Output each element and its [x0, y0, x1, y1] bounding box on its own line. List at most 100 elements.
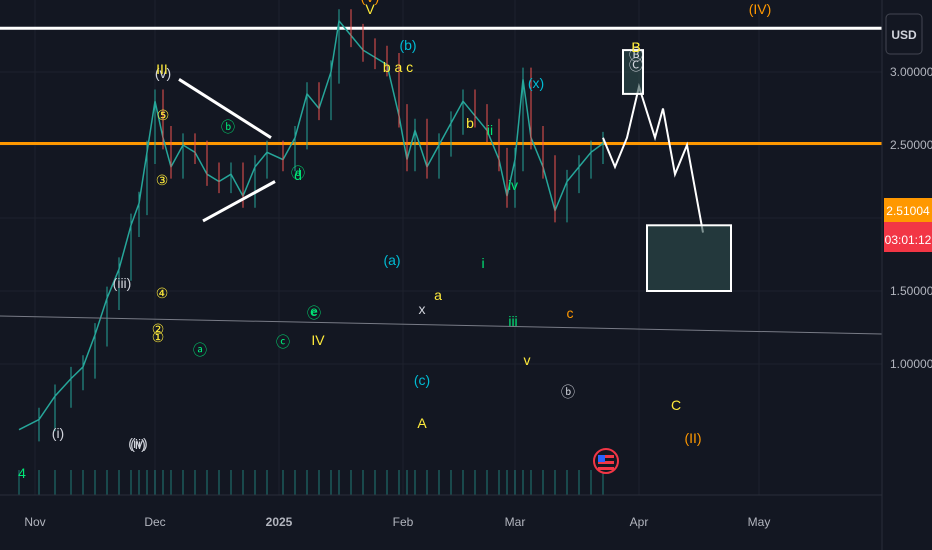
volume-bar	[590, 470, 592, 495]
x-tick-label: Dec	[144, 515, 165, 529]
wave-label: b a c	[383, 59, 413, 75]
x-tick-label: Apr	[630, 515, 649, 529]
volume-bar	[94, 470, 96, 495]
countdown-timer: 03:01:12	[885, 233, 932, 247]
wave-label: ii	[487, 122, 493, 138]
y-tick-label: 2.50000	[890, 138, 932, 152]
volume-bar	[138, 470, 140, 495]
volume-bar	[602, 470, 604, 495]
volume-bar	[350, 470, 352, 495]
volume-bar	[450, 470, 452, 495]
wave-label: ⓐ	[193, 342, 207, 358]
wave-label: (a)	[383, 252, 400, 268]
x-tick-label: 2025	[266, 515, 293, 529]
wave-label: (iv)	[128, 435, 147, 451]
y-tick-label: 1.00000	[890, 357, 932, 371]
y-tick-label: 3.00000	[890, 65, 932, 79]
volume-bar	[106, 470, 108, 495]
volume-bar	[206, 470, 208, 495]
wave-label: (i)	[52, 425, 64, 441]
volume-bar	[542, 470, 544, 495]
volume-bar	[218, 470, 220, 495]
volume-bar	[406, 470, 408, 495]
wave-label: a	[434, 287, 442, 303]
wave-labels: 4 (i) (ii) (iii) (iv) (v)III IV V(V) (IV) (II) B C A…	[18, 0, 771, 481]
volume-bar	[162, 470, 164, 495]
volume-bar	[130, 470, 132, 495]
currency-button[interactable]: USD	[885, 13, 923, 55]
volume-bar	[170, 470, 172, 495]
volume-bar	[498, 470, 500, 495]
wave-label: ⓑ	[561, 384, 575, 400]
wave-label: d	[294, 167, 302, 183]
volume-bar	[82, 470, 84, 495]
flag-icon[interactable]	[593, 448, 619, 474]
wave-label: Ⓑ	[629, 47, 643, 63]
wave-label: Ⓒ	[629, 57, 643, 73]
volume-bar	[294, 470, 296, 495]
current-price-value: 2.51004	[886, 204, 930, 218]
wave-label: ②	[152, 321, 165, 337]
volume-bar	[154, 470, 156, 495]
wave-label: 4	[18, 465, 26, 481]
volume-bar	[230, 470, 232, 495]
volume-bar	[118, 470, 120, 495]
wave-label: ⓔ	[307, 305, 321, 321]
wave-label: e	[310, 303, 318, 319]
volume-bar	[194, 470, 196, 495]
wave-label: ⑤	[157, 107, 170, 123]
volume-bar	[374, 470, 376, 495]
time-axis[interactable]: Nov Dec 2025 Feb Mar Apr May	[0, 494, 882, 529]
volume-bar	[554, 470, 556, 495]
target-box	[646, 224, 732, 292]
volume-bar	[506, 470, 508, 495]
volume-bar	[486, 470, 488, 495]
wave-label: (iii)	[113, 275, 132, 291]
volume-bar	[566, 470, 568, 495]
volume-bar	[398, 470, 400, 495]
volume-bar	[522, 470, 524, 495]
x-tick-label: May	[748, 515, 771, 529]
volume-bar	[318, 470, 320, 495]
wave-label: (c)	[414, 372, 430, 388]
wave-label: (V)	[361, 0, 380, 5]
wave-label: i	[481, 255, 484, 271]
volume-bar	[18, 470, 20, 495]
wedge-lower-line	[202, 180, 276, 223]
volume-bar	[386, 470, 388, 495]
wave-label: ④	[156, 285, 169, 301]
volume-bar	[330, 470, 332, 495]
volume-bar	[578, 470, 580, 495]
wave-label: x	[419, 301, 426, 317]
wave-label: V	[365, 1, 375, 17]
volume-bar	[414, 470, 416, 495]
volume-bar	[438, 470, 440, 495]
volume-bar	[266, 470, 268, 495]
volume-bar	[70, 470, 72, 495]
volume-bar	[254, 470, 256, 495]
wave-label: C	[671, 397, 681, 413]
volume-bar	[282, 470, 284, 495]
wave-label: iv	[508, 177, 518, 193]
currency-label: USD	[891, 28, 917, 42]
drawings	[0, 49, 883, 335]
volume-bar	[182, 470, 184, 495]
volume-bar	[338, 470, 340, 495]
wave-label: A	[417, 415, 427, 431]
wedge-upper-line	[178, 78, 272, 139]
volume-bar	[474, 470, 476, 495]
wave-label: (v)	[155, 65, 171, 81]
wave-label: ⓑ	[221, 119, 235, 135]
volume-bar	[462, 470, 464, 495]
wave-label: ⓓ	[291, 165, 305, 181]
volume-bar	[362, 470, 364, 495]
x-tick-label: Feb	[393, 515, 414, 529]
wave-label: B	[631, 39, 640, 55]
wave-label: (IV)	[749, 1, 772, 17]
y-tick-label: 1.50000	[890, 284, 932, 298]
price-line	[18, 19, 604, 431]
wave-label: c	[567, 305, 574, 321]
volume-bar	[530, 470, 532, 495]
price-series	[18, 9, 604, 442]
wave-label: III	[156, 61, 168, 77]
